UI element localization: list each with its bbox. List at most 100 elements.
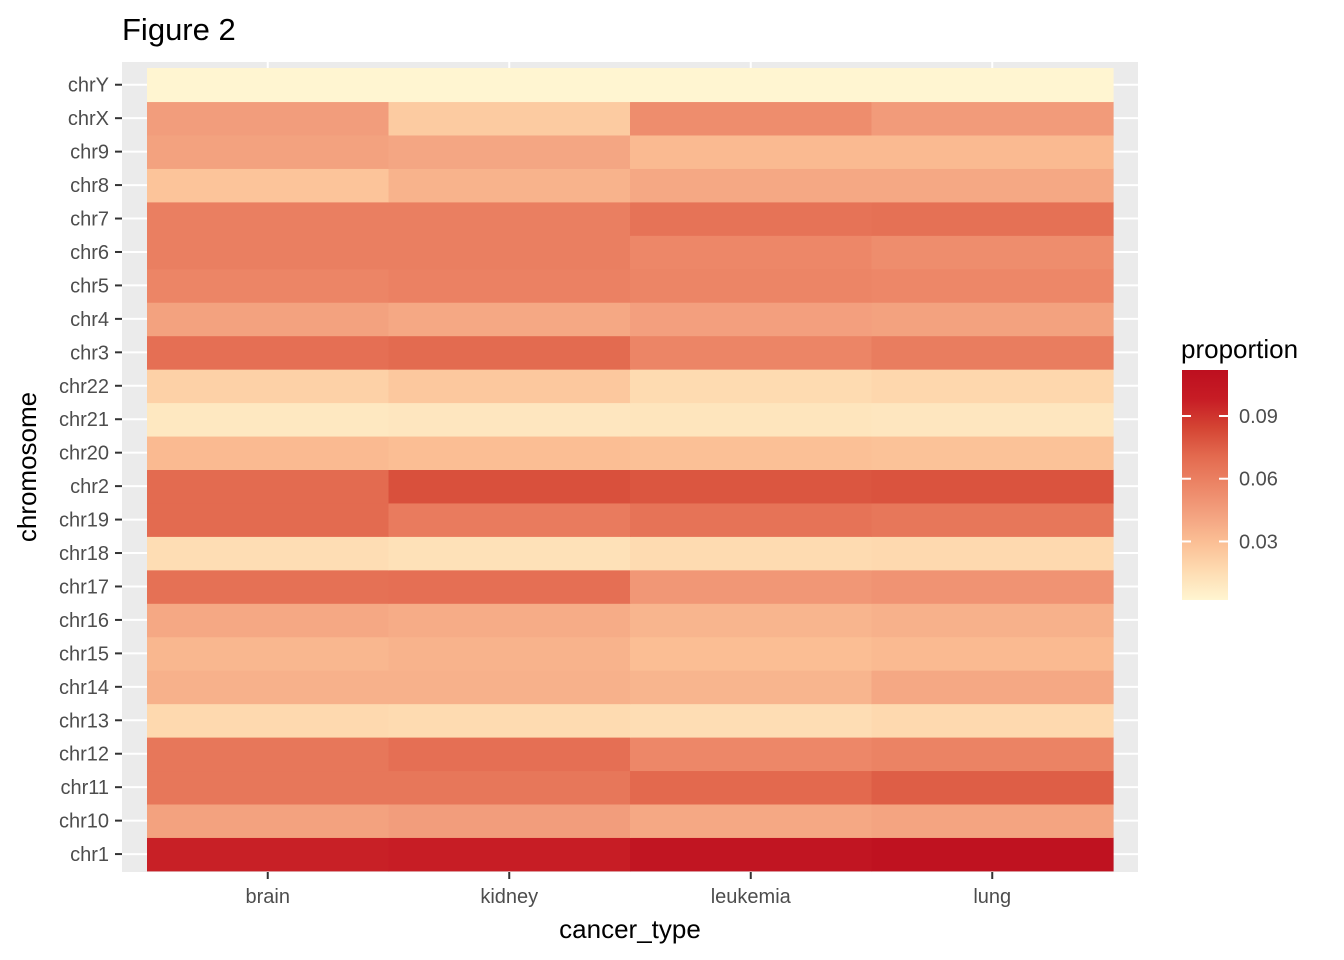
- heatmap-cell-chr21-kidney: [388, 402, 631, 437]
- y-tick-label: chr21: [59, 409, 109, 431]
- heatmap-cell-chr6-kidney: [388, 235, 631, 270]
- heatmap-cell-chr11-kidney: [388, 770, 631, 805]
- heatmap-cell-chr16-brain: [147, 603, 390, 638]
- heatmap-cell-chr1-brain: [147, 837, 390, 872]
- colorbar-tick-label: 0.06: [1239, 469, 1278, 491]
- y-tick-label: chr9: [70, 142, 109, 164]
- x-tick-label: kidney: [480, 886, 538, 908]
- heatmap-cell-chr3-brain: [147, 335, 390, 370]
- heatmap-cell-chr3-leukemia: [630, 335, 873, 370]
- heatmap-cell-chr2-leukemia: [630, 469, 873, 504]
- heatmap-cell-chr15-leukemia: [630, 636, 873, 671]
- y-tick-label: chr8: [70, 175, 109, 197]
- heatmap-cell-chr14-brain: [147, 670, 390, 705]
- heatmap-cell-chr19-leukemia: [630, 502, 873, 537]
- colorbar-tick-label: 0.03: [1239, 531, 1278, 553]
- heatmap-cell-chr20-lung: [871, 435, 1114, 470]
- heatmap-cell-chr21-lung: [871, 402, 1114, 437]
- heatmap-cell-chr16-kidney: [388, 603, 631, 638]
- heatmap-cell-chr11-lung: [871, 770, 1114, 805]
- heatmap-cell-chr16-lung: [871, 603, 1114, 638]
- y-tick-label: chr7: [70, 209, 109, 231]
- y-tick-label: chrX: [68, 108, 109, 130]
- heatmap-cell-chr12-kidney: [388, 737, 631, 772]
- heatmap-cell-chr5-lung: [871, 268, 1114, 303]
- heatmap-cell-chr15-brain: [147, 636, 390, 671]
- colorbar-ticks: 0.03 0.06 0.09: [1182, 406, 1278, 553]
- heatmap-cell-chr22-leukemia: [630, 369, 873, 404]
- heatmap-cell-chr6-lung: [871, 235, 1114, 270]
- y-tick-label: chr12: [59, 744, 109, 766]
- heatmap-cell-chr3-kidney: [388, 335, 631, 370]
- heatmap-cell-chr6-brain: [147, 235, 390, 270]
- heatmap-tiles: [147, 68, 1114, 872]
- heatmap-cell-chrY-brain: [147, 68, 390, 103]
- y-tick-label: chr20: [59, 443, 109, 465]
- heatmap-cell-chr10-kidney: [388, 803, 631, 838]
- heatmap-cell-chr20-leukemia: [630, 435, 873, 470]
- heatmap-cell-chr5-kidney: [388, 268, 631, 303]
- heatmap-cell-chr4-kidney: [388, 302, 631, 337]
- heatmap-cell-chr12-lung: [871, 737, 1114, 772]
- heatmap-cell-chr17-brain: [147, 569, 390, 604]
- y-axis: chr1 chr10 chr11 chr12 chr13 chr14 chr15 chr16 c…: [59, 75, 122, 866]
- heatmap-cell-chr11-brain: [147, 770, 390, 805]
- heatmap-cell-chr8-kidney: [388, 168, 631, 203]
- heatmap-cell-chr1-lung: [871, 837, 1114, 872]
- heatmap-cell-chr13-kidney: [388, 703, 631, 738]
- heatmap-cell-chr8-leukemia: [630, 168, 873, 203]
- chart-title: Figure 2: [122, 12, 236, 47]
- y-tick-label: chr5: [70, 275, 109, 297]
- heatmap-cell-chr1-leukemia: [630, 837, 873, 872]
- heatmap-cell-chr16-leukemia: [630, 603, 873, 638]
- y-tick-label: chr4: [70, 309, 109, 331]
- y-tick-label: chr14: [59, 677, 109, 699]
- heatmap-cell-chr7-brain: [147, 201, 390, 236]
- heatmap-cell-chr10-lung: [871, 803, 1114, 838]
- x-tick-label: lung: [973, 886, 1011, 908]
- colorbar: [1182, 370, 1228, 600]
- heatmap-cell-chr13-lung: [871, 703, 1114, 738]
- colorbar-tick-label: 0.09: [1239, 406, 1278, 428]
- heatmap-cell-chr10-leukemia: [630, 803, 873, 838]
- heatmap-cell-chr18-brain: [147, 536, 390, 571]
- y-tick-label: chr1: [70, 844, 109, 866]
- y-tick-label: chr10: [59, 811, 109, 833]
- heatmap-cell-chr17-lung: [871, 569, 1114, 604]
- heatmap-cell-chr8-brain: [147, 168, 390, 203]
- heatmap-cell-chrX-lung: [871, 101, 1114, 136]
- heatmap-cell-chr21-leukemia: [630, 402, 873, 437]
- y-tick-label: chr22: [59, 376, 109, 398]
- heatmap-cell-chr22-kidney: [388, 369, 631, 404]
- heatmap-cell-chr21-brain: [147, 402, 390, 437]
- heatmap-cell-chr13-leukemia: [630, 703, 873, 738]
- heatmap-cell-chr5-leukemia: [630, 268, 873, 303]
- y-tick-label: chrY: [68, 75, 109, 97]
- heatmap-cell-chr6-leukemia: [630, 235, 873, 270]
- heatmap-cell-chr15-lung: [871, 636, 1114, 671]
- y-tick-label: chr18: [59, 543, 109, 565]
- heatmap-cell-chr2-lung: [871, 469, 1114, 504]
- heatmap-cell-chr14-lung: [871, 670, 1114, 705]
- heatmap-cell-chr17-leukemia: [630, 569, 873, 604]
- heatmap-cell-chr12-brain: [147, 737, 390, 772]
- heatmap-cell-chr20-kidney: [388, 435, 631, 470]
- heatmap-cell-chr18-leukemia: [630, 536, 873, 571]
- heatmap-cell-chr22-lung: [871, 369, 1114, 404]
- heatmap-cell-chr2-brain: [147, 469, 390, 504]
- y-axis-title: chromosome: [12, 392, 42, 542]
- y-tick-label: chr6: [70, 242, 109, 264]
- heatmap-cell-chr19-lung: [871, 502, 1114, 537]
- heatmap-cell-chr4-leukemia: [630, 302, 873, 337]
- heatmap-cell-chr18-lung: [871, 536, 1114, 571]
- heatmap-cell-chrX-brain: [147, 101, 390, 136]
- heatmap-cell-chr2-kidney: [388, 469, 631, 504]
- heatmap-cell-chrY-lung: [871, 68, 1114, 103]
- heatmap-cell-chr15-kidney: [388, 636, 631, 671]
- legend-title: proportion: [1181, 334, 1298, 364]
- heatmap-cell-chrY-kidney: [388, 68, 631, 103]
- heatmap-cell-chr7-kidney: [388, 201, 631, 236]
- heatmap-cell-chr7-lung: [871, 201, 1114, 236]
- heatmap-cell-chrX-leukemia: [630, 101, 873, 136]
